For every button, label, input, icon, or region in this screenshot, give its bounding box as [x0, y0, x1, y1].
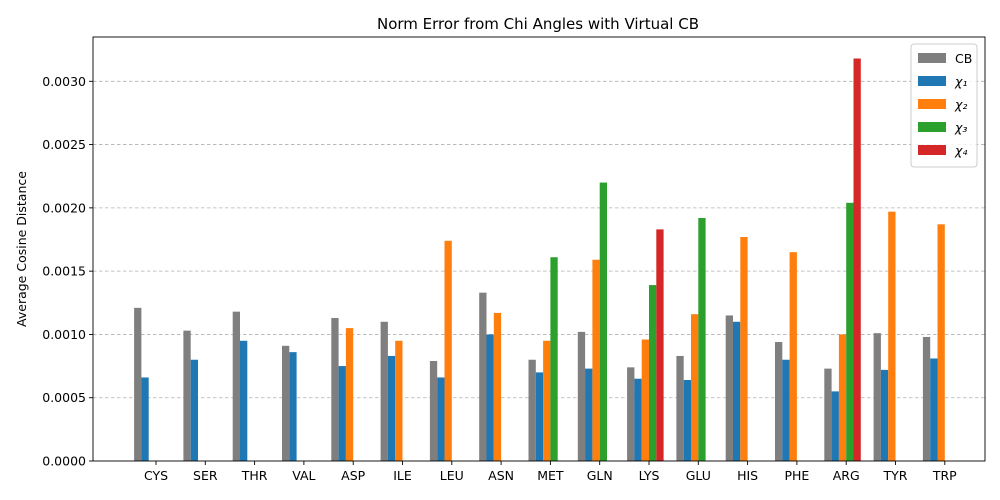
bar — [691, 314, 699, 461]
legend-swatch — [918, 99, 946, 109]
bar — [429, 361, 438, 461]
y-axis: 0.0000 0.0005 0.0010 0.0015 0.0020 0.0025 0.00… — [42, 74, 93, 469]
bar — [838, 334, 847, 461]
y-tick-label: 0.0015 — [42, 264, 86, 279]
bar — [922, 336, 931, 461]
bar — [782, 359, 790, 461]
x-tick-label: PHE — [784, 468, 809, 483]
bar — [543, 340, 551, 461]
bar — [873, 333, 881, 461]
x-tick-label: TYR — [883, 468, 908, 483]
y-tick-label: 0.0020 — [42, 200, 86, 215]
x-tick-label: ILE — [393, 468, 412, 483]
x-tick-label: GLU — [686, 468, 711, 483]
bar — [380, 321, 388, 461]
x-tick-label: VAL — [292, 468, 315, 483]
legend-swatch — [918, 122, 946, 132]
y-tick-label: 0.0010 — [42, 327, 86, 342]
bar — [331, 317, 339, 461]
bar — [486, 334, 494, 461]
bar — [683, 380, 691, 461]
bar — [634, 378, 642, 461]
bar — [190, 359, 198, 461]
y-tick-label: 0.0030 — [42, 74, 86, 89]
bar — [831, 391, 839, 461]
bar — [733, 321, 741, 461]
bar — [437, 377, 445, 461]
bar — [599, 182, 607, 462]
bar — [649, 285, 657, 461]
x-tick-label: MET — [537, 468, 564, 483]
bar — [641, 339, 649, 461]
y-tick-label: 0.0005 — [42, 390, 86, 405]
bar — [528, 359, 536, 461]
bar — [134, 307, 142, 461]
bar — [550, 257, 558, 461]
bar — [824, 368, 832, 461]
y-tick-label: 0.0000 — [42, 454, 86, 469]
bar — [479, 292, 487, 461]
bar — [740, 236, 748, 461]
legend-swatch — [918, 76, 946, 86]
bar — [585, 368, 593, 461]
bar — [725, 315, 733, 461]
bar — [141, 377, 149, 461]
bar — [338, 366, 346, 461]
x-tick-label: GLN — [587, 468, 613, 483]
x-tick-label: LEU — [440, 468, 464, 483]
legend-label: χ₂ — [954, 97, 967, 112]
x-tick-label: THR — [241, 468, 268, 483]
bars — [134, 58, 945, 462]
bar — [577, 331, 586, 461]
bar — [846, 202, 854, 462]
bar — [493, 312, 502, 461]
x-tick-label: LYS — [639, 468, 660, 483]
legend: CB χ₁ χ₂ χ₃ χ₄ — [910, 43, 978, 168]
legend-label: χ₁ — [954, 74, 967, 89]
bar — [240, 340, 248, 461]
bar — [183, 330, 191, 461]
legend-label: χ₄ — [954, 143, 967, 158]
bar — [676, 355, 684, 461]
bar — [387, 355, 396, 461]
x-tick-label: ARG — [833, 468, 860, 483]
legend-swatch — [918, 53, 946, 63]
bar — [789, 252, 797, 461]
x-tick-label: CYS — [144, 468, 168, 483]
bar — [289, 352, 297, 461]
bar — [698, 217, 706, 461]
bar — [937, 224, 945, 461]
bar — [853, 58, 861, 462]
legend-swatch — [918, 145, 946, 155]
y-axis-title: Average Cosine Distance — [14, 171, 29, 327]
bar — [627, 367, 635, 461]
bar — [592, 259, 600, 461]
x-axis: CYS SER THR VAL ASP ILE LEU ASN MET GLN LYS GLU HIS P… — [144, 461, 957, 483]
bar — [444, 240, 452, 461]
x-tick-label: ASN — [488, 468, 514, 483]
chart-title: Norm Error from Chi Angles with Virtual … — [377, 15, 699, 33]
bar — [535, 372, 544, 461]
plot-frame — [92, 36, 986, 462]
bar — [880, 369, 889, 461]
x-tick-label: HIS — [737, 468, 758, 483]
y-tick-label: 0.0025 — [42, 137, 86, 152]
x-tick-label: SER — [193, 468, 218, 483]
x-tick-label: TRP — [932, 468, 957, 483]
bar — [888, 211, 896, 461]
bar — [282, 345, 290, 461]
bar — [775, 342, 783, 461]
bar — [656, 229, 664, 461]
x-tick-label: ASP — [341, 468, 365, 483]
bar — [232, 311, 240, 461]
legend-label: χ₃ — [954, 120, 967, 135]
legend-label: CB — [955, 51, 972, 66]
bar — [930, 358, 938, 461]
bar — [345, 328, 354, 461]
bar — [395, 340, 403, 461]
